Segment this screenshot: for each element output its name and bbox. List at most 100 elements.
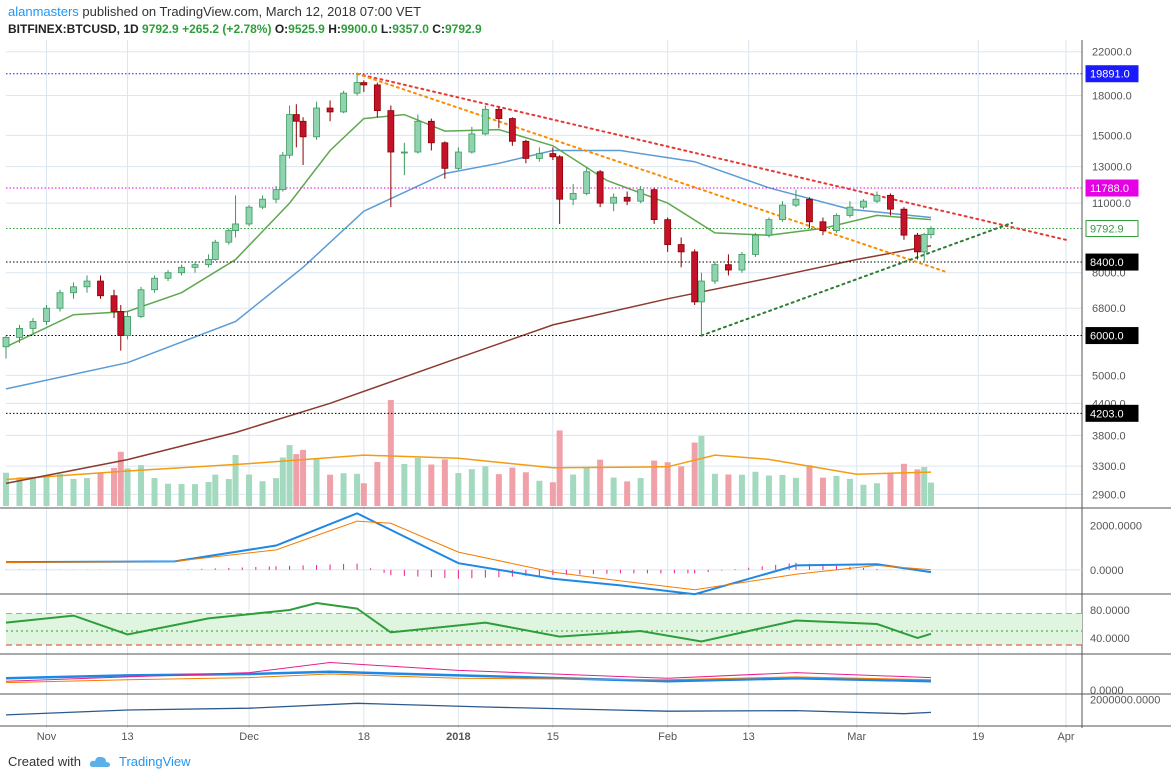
volume-bar <box>441 459 448 506</box>
candle-body <box>225 230 233 243</box>
volume-bar <box>765 475 772 506</box>
candle <box>495 106 503 129</box>
rsi-band <box>6 613 1082 645</box>
level-label-box <box>1085 327 1139 345</box>
candle-body <box>441 142 449 169</box>
candle <box>623 191 631 206</box>
candle <box>792 189 800 208</box>
rsi-tick-label: 40.0000 <box>1090 633 1130 645</box>
candle-body <box>110 295 118 312</box>
candle-body <box>779 204 786 221</box>
volume-bar <box>698 435 705 506</box>
volume-bar <box>927 482 934 506</box>
candle <box>313 101 320 140</box>
candle <box>400 142 408 176</box>
candle <box>191 262 199 273</box>
candle-body <box>765 219 773 236</box>
candle <box>2 335 10 359</box>
ma-long-line <box>5 245 932 485</box>
candle <box>97 275 104 299</box>
trendline-0 <box>356 72 1067 241</box>
volume-bar <box>414 457 421 506</box>
volume-bar <box>259 481 266 506</box>
candle <box>596 170 604 208</box>
author-link[interactable]: alanmasters <box>8 4 79 19</box>
footer: Created with TradingView <box>8 754 191 769</box>
candle-body <box>914 234 921 253</box>
candle-body <box>178 266 185 274</box>
candle-body <box>286 114 293 156</box>
volume-bar <box>819 477 826 506</box>
volume-bar <box>57 473 64 506</box>
price-tick-label: 15000.0 <box>1092 130 1132 142</box>
candle <box>137 286 145 319</box>
volume-bar <box>738 474 745 506</box>
macd-signal-line <box>5 520 932 591</box>
candle-body <box>43 307 50 322</box>
candle <box>326 100 334 122</box>
candle-body <box>920 234 928 253</box>
volume-bar <box>921 467 928 506</box>
candle-body <box>549 153 557 158</box>
tradingview-brand[interactable]: TradingView <box>118 754 191 769</box>
candle <box>286 105 293 159</box>
volume-bar <box>482 466 489 506</box>
price-tick-label: 8000.0 <box>1092 268 1126 280</box>
candle-body <box>481 108 489 135</box>
candle-body <box>596 171 604 204</box>
symbol-info: BITFINEX:BTCUSD, 1D 9792.9 +265.2 (+2.78… <box>8 22 482 36</box>
candle-body <box>725 264 732 271</box>
candle <box>299 117 307 165</box>
ma-mid-line <box>5 149 932 390</box>
level-label: 6000.0 <box>1090 331 1124 343</box>
candle <box>927 226 935 239</box>
candle-body <box>205 259 212 266</box>
candle <box>637 185 645 204</box>
candle <box>900 207 908 240</box>
volume-bar <box>691 442 698 506</box>
candle <box>225 228 233 245</box>
volume-bar <box>340 473 347 506</box>
candle <box>468 126 476 154</box>
candle-body <box>124 316 131 336</box>
candle-body <box>887 194 894 210</box>
level-label: 8400.0 <box>1090 257 1124 269</box>
level-label-box <box>1085 179 1139 197</box>
candle <box>765 217 773 238</box>
volume-bar <box>165 483 172 506</box>
candle <box>83 275 91 293</box>
time-tick-label: 2018 <box>446 731 470 743</box>
volume-bar <box>246 474 253 506</box>
candle <box>292 104 300 148</box>
low-label: L: <box>380 22 393 36</box>
candle <box>205 254 212 268</box>
volume-bar <box>286 445 293 506</box>
volume-bar <box>151 478 158 506</box>
candle-body <box>522 140 530 159</box>
candle <box>427 118 435 151</box>
tradingview-cloud-icon <box>89 756 110 767</box>
time-tick-label: 19 <box>972 731 984 743</box>
time-tick-label: Apr <box>1057 731 1074 743</box>
price-tick-label: 5000.0 <box>1092 370 1126 382</box>
volume-bar <box>138 465 145 506</box>
price-change: +265.2 (+2.78%) <box>182 22 272 36</box>
chart-area[interactable]: 22000.0 18000.0 15000.0 13000.0 11000.0 8000.… <box>0 40 1171 750</box>
candle-body <box>232 223 239 232</box>
candle <box>549 147 557 161</box>
candle-body <box>495 108 503 119</box>
macd-line <box>5 512 932 596</box>
candle-body <box>623 196 631 202</box>
time-tick-label: 15 <box>547 731 559 743</box>
time-tick-label: Mar <box>847 731 866 743</box>
low-value: 9357.0 <box>392 22 429 36</box>
close-value: 9792.9 <box>444 22 482 36</box>
candle <box>29 318 37 336</box>
volume-bar <box>583 467 590 506</box>
volume-bar <box>779 474 786 506</box>
candle-body <box>245 206 253 225</box>
candle-body <box>56 292 64 309</box>
volume-bar <box>43 475 50 506</box>
level-label-box <box>1085 404 1139 422</box>
candle <box>806 197 813 229</box>
